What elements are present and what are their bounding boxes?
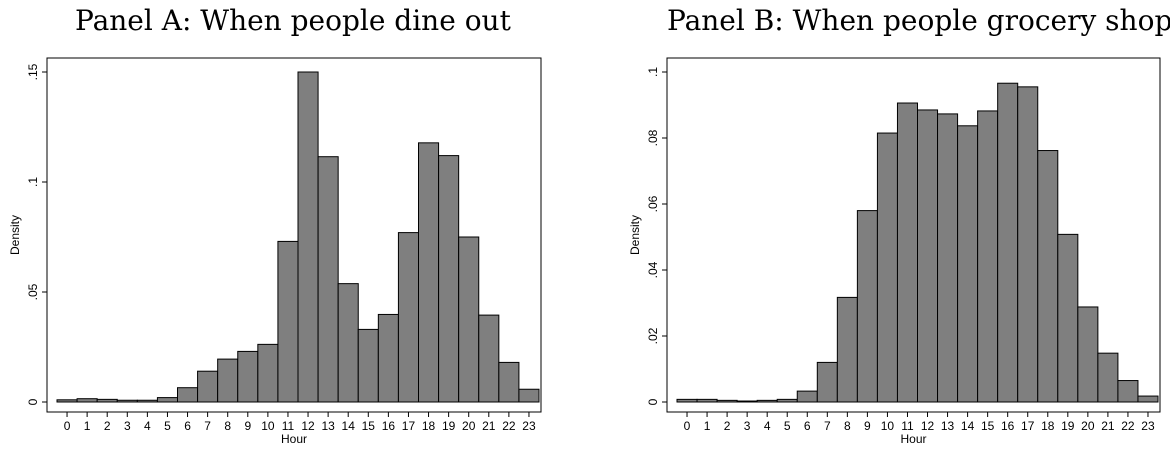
- panel-b-ytick-label-4: .08: [646, 129, 660, 146]
- panel-b-bar-18: [1037, 150, 1059, 403]
- panel-a-xtick-label-22: 22: [502, 419, 516, 433]
- panel-b-bar-4: [756, 399, 778, 403]
- panel-b-bar-14: [957, 125, 979, 403]
- panel-a-xtick-label-3: 3: [124, 419, 131, 433]
- panel-b-xtick-label-7: 7: [824, 419, 831, 433]
- panel-b-xtick-label-5: 5: [784, 419, 791, 433]
- panel-a-xtick-label-23: 23: [522, 419, 536, 433]
- panel-a-title: Panel A: When people dine out: [75, 4, 511, 37]
- panel-a-xtick-label-12: 12: [301, 419, 315, 433]
- panel-a-xtick-label-2: 2: [104, 419, 111, 433]
- panel-a-plot-frame: [46, 57, 542, 413]
- panel-a-xtick-label-20: 20: [462, 419, 476, 433]
- panel-b-plot: 0 1 2 3 4 5 6 7 8 9 10 11 12 13 14 15 16 17 18 19 20 21 22 230.…: [628, 57, 1161, 446]
- panel-b-title: Panel B: When people grocery shop: [667, 4, 1170, 37]
- panel-b-xtick-label-2: 2: [724, 419, 731, 433]
- panel-b-xtick-label-11: 11: [901, 419, 914, 433]
- panel-b-xtick-label-6: 6: [804, 419, 811, 433]
- panel-b-ytick-label-0: 0: [646, 398, 660, 405]
- panel-b-xtick-label-8: 8: [844, 419, 851, 433]
- panel-b-xtick-label-18: 18: [1041, 419, 1055, 433]
- panel-b-bar-1: [696, 398, 718, 403]
- panel-a-xtick-label-10: 10: [261, 419, 275, 433]
- panel-b-xtick-label-13: 13: [941, 419, 955, 433]
- panel-a-xtick-label-0: 0: [64, 419, 71, 433]
- panel-a-xtick-label-1: 1: [84, 419, 91, 433]
- panel-a-xtick-label-17: 17: [402, 419, 416, 433]
- panel-a-xtick-label-16: 16: [382, 419, 396, 433]
- panel-b-xtick-label-10: 10: [881, 419, 895, 433]
- panel-a-ytick-label-0: 0: [26, 398, 40, 405]
- panel-b-ytick-label-2: .04: [646, 261, 660, 278]
- panel-b-ytick-label-1: .02: [646, 327, 660, 344]
- panel-a-xtick-label-18: 18: [422, 419, 436, 433]
- panel-b-bar-7: [816, 361, 838, 403]
- panel-b-xtick-label-20: 20: [1081, 419, 1095, 433]
- panel-a-bar-13: [317, 156, 339, 403]
- panel-b-xlabel: Hour: [900, 432, 926, 446]
- panel-b-bar-12: [917, 109, 939, 403]
- panel-a-xtick-label-11: 11: [282, 419, 295, 433]
- panel-a-xtick-label-8: 8: [224, 419, 231, 433]
- panel-b-xtick-label-15: 15: [981, 419, 995, 433]
- panel-b-bar-21: [1097, 352, 1119, 403]
- panel-b-xtick-label-19: 19: [1061, 419, 1075, 433]
- panel-b-bar-19: [1057, 233, 1079, 403]
- panel-a-xtick-label-19: 19: [442, 419, 456, 433]
- panel-a-xtick-label-15: 15: [362, 419, 376, 433]
- panel-b-bar-15: [977, 110, 999, 403]
- panel-b-bar-11: [896, 102, 918, 403]
- panel-b-xtick-label-0: 0: [684, 419, 691, 433]
- panel-b-xtick-label-21: 21: [1101, 419, 1115, 433]
- panel-b-ylabel: Density: [628, 215, 642, 255]
- panel-a-xtick-label-5: 5: [164, 419, 171, 433]
- panel-a-ytick-label-1: .05: [26, 283, 40, 300]
- panel-b-bar-9: [856, 210, 878, 403]
- panel-a-ytick-label-3: .15: [26, 63, 40, 80]
- panel-a-xtick-label-9: 9: [244, 419, 251, 433]
- panel-b-bar-20: [1077, 306, 1099, 403]
- panel-a-bar-22: [498, 361, 520, 403]
- panel-b-bar-5: [776, 398, 798, 403]
- panel-a-xtick-label-4: 4: [144, 419, 151, 433]
- panel-b-bar-13: [937, 113, 959, 403]
- panel-a-xtick-label-7: 7: [204, 419, 211, 433]
- panel-b-bar-16: [997, 82, 1019, 403]
- panel-a-xtick-label-21: 21: [482, 419, 496, 433]
- panel-b-bar-0: [676, 398, 698, 403]
- panel-b-xtick-label-16: 16: [1001, 419, 1015, 433]
- panel-b-ytick-label-5: .1: [646, 67, 660, 77]
- panel-b-xtick-label-3: 3: [744, 419, 751, 433]
- panel-a-plot: 0 1 2 3 4 5 6 7 8 9 10 11 12 13 14 15 16 17 18 19 20 21 22 230.…: [8, 57, 542, 446]
- panel-a-xtick-label-13: 13: [321, 419, 335, 433]
- panel-b-bar-10: [876, 132, 898, 403]
- panel-b-bar-23: [1137, 395, 1159, 403]
- panel-a-ylabel: Density: [8, 215, 22, 255]
- panel-b-xtick-label-4: 4: [764, 419, 771, 433]
- panel-b-bar-2: [716, 399, 738, 403]
- panel-a-ytick-label-2: .1: [26, 177, 40, 187]
- panel-b-xtick-label-17: 17: [1021, 419, 1035, 433]
- panel-b-xtick-label-9: 9: [864, 419, 871, 433]
- panel-b-bar-22: [1117, 380, 1139, 403]
- panel-a-xtick-label-14: 14: [342, 419, 356, 433]
- panel-a-bar-21: [478, 314, 500, 403]
- panel-a-bar-23: [518, 388, 540, 403]
- panel-b-xtick-label-22: 22: [1121, 419, 1135, 433]
- panel-b-bar-6: [796, 390, 818, 403]
- panel-b-bar-8: [836, 296, 858, 403]
- panel-b-xtick-label-1: 1: [704, 419, 711, 433]
- panel-b-xtick-label-14: 14: [961, 419, 975, 433]
- panel-b-bar-17: [1017, 86, 1039, 403]
- panel-a-xtick-label-6: 6: [184, 419, 191, 433]
- panel-b-ytick-label-3: .06: [646, 195, 660, 212]
- panel-b-xtick-label-12: 12: [921, 419, 935, 433]
- panel-b-plot-frame: [666, 57, 1161, 413]
- panel-b-bar-3: [736, 400, 758, 403]
- panel-a-xlabel: Hour: [281, 432, 307, 446]
- panel-b-xtick-label-23: 23: [1141, 419, 1155, 433]
